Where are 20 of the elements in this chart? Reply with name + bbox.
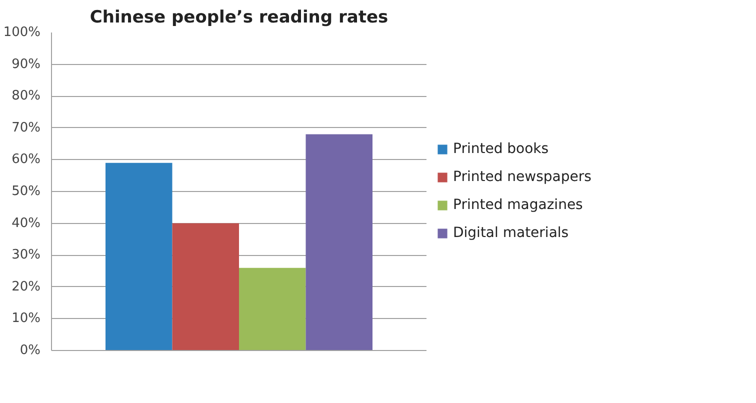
bar xyxy=(172,223,239,350)
y-tick-label: 70% xyxy=(12,120,41,136)
y-tick-label: 60% xyxy=(12,152,41,168)
y-tick-label: 80% xyxy=(12,88,41,104)
legend-label: Digital materials xyxy=(453,225,569,241)
legend-label: Printed books xyxy=(453,141,549,157)
y-tick-label: 100% xyxy=(3,25,41,40)
legend-label: Printed magazines xyxy=(453,197,583,213)
y-tick-label: 0% xyxy=(20,343,40,358)
y-tick-label: 20% xyxy=(12,279,41,294)
bar xyxy=(239,268,306,350)
chart-title: Chinese people’s reading rates xyxy=(90,8,388,28)
y-tick-label: 30% xyxy=(12,248,41,263)
legend-label: Printed newspapers xyxy=(453,169,592,185)
y-tick-label: 40% xyxy=(12,216,41,231)
y-tick-label: 50% xyxy=(12,184,41,199)
bar xyxy=(306,134,372,350)
y-tick-label: 10% xyxy=(12,311,41,326)
bar xyxy=(106,162,172,350)
y-tick-label: 90% xyxy=(12,56,41,72)
